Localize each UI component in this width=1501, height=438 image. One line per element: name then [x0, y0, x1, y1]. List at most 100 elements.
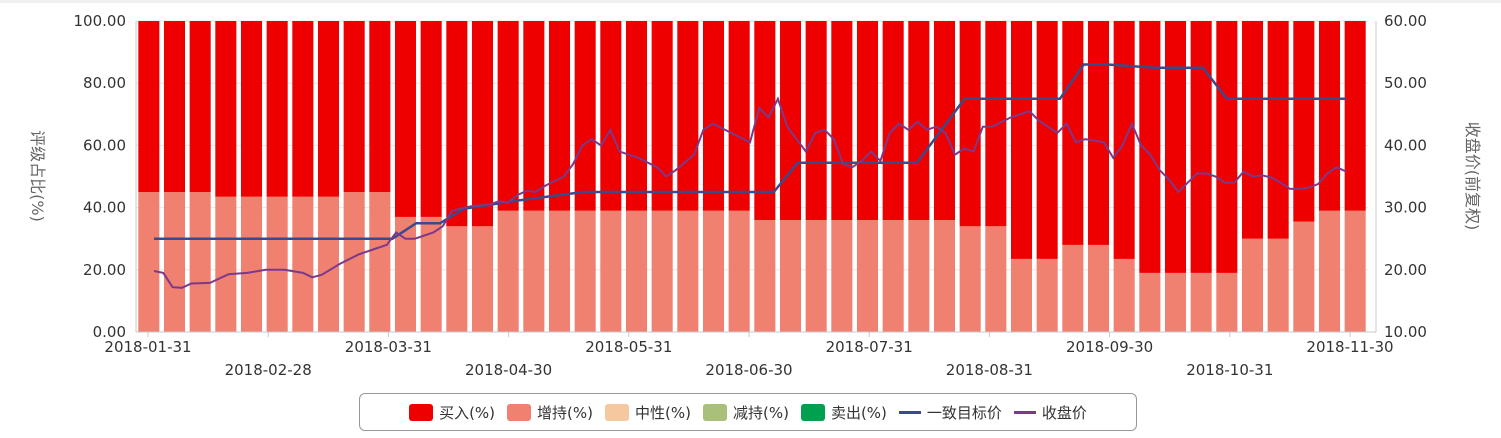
bar-zengchi	[1036, 258, 1058, 332]
bar-mairu	[163, 21, 186, 193]
bar-zengchi	[856, 220, 879, 332]
legend-swatch	[800, 403, 825, 421]
bar-mairu	[523, 21, 545, 211]
bar-mairu	[215, 21, 237, 197]
bar-mairu	[908, 21, 930, 221]
bar-mairu	[1036, 21, 1058, 259]
bar-zengchi	[266, 196, 288, 332]
bar-zengchi	[1318, 210, 1341, 332]
bar-mairu	[471, 21, 494, 227]
bar-zengchi	[317, 196, 340, 332]
bar-zengchi	[446, 226, 468, 332]
bar-mairu	[548, 21, 571, 211]
bar-zengchi	[1216, 272, 1238, 332]
bar-mairu	[856, 21, 879, 221]
legend-label: 中性(%)	[635, 403, 691, 422]
bar-zengchi	[882, 220, 904, 332]
bar-mairu	[497, 21, 519, 211]
bar-zengchi	[189, 192, 211, 332]
bar-mairu	[651, 21, 673, 211]
y-right-tick-label: 10.00	[1384, 323, 1427, 341]
bar-mairu	[600, 21, 622, 211]
bars-layer	[138, 21, 1366, 332]
x-tick-label: 2018-03-31	[345, 338, 432, 356]
y-right-tick-label: 30.00	[1384, 199, 1427, 217]
bar-mairu	[266, 21, 288, 197]
bar-mairu	[1241, 21, 1264, 239]
bar-mairu	[1139, 21, 1161, 273]
bar-mairu	[189, 21, 211, 193]
bar-zengchi	[138, 192, 160, 332]
bar-mairu	[805, 21, 827, 221]
bar-zengchi	[343, 192, 365, 332]
bar-zengchi	[292, 196, 314, 332]
bar-mairu	[1318, 21, 1341, 211]
bar-mairu	[1293, 21, 1315, 222]
bar-mairu	[754, 21, 776, 221]
legend-item[interactable]: 减持(%)	[702, 402, 789, 423]
legend-label: 收盘价	[1041, 403, 1087, 422]
y-left-tick-label: 20.00	[83, 261, 126, 279]
x-tick-label: 2018-07-31	[826, 338, 913, 356]
legend-item[interactable]: 增持(%)	[507, 402, 593, 423]
bar-mairu	[574, 21, 596, 211]
legend-swatch	[507, 403, 532, 421]
bar-zengchi	[728, 210, 750, 332]
top-border	[0, 0, 1501, 3]
y-axis-left-title: 评级占比(%)	[28, 130, 47, 222]
bar-zengchi	[1139, 272, 1161, 332]
y-left-tick-label: 40.00	[83, 199, 126, 217]
legend-item[interactable]: 卖出(%)	[800, 402, 887, 423]
bar-zengchi	[651, 210, 673, 332]
bar-zengchi	[240, 196, 263, 332]
bar-zengchi	[574, 210, 596, 332]
y-right-tick-label: 50.00	[1384, 74, 1427, 92]
legend-label: 卖出(%)	[830, 403, 887, 422]
bar-mairu	[420, 21, 442, 217]
bar-zengchi	[625, 210, 648, 332]
bar-zengchi	[1293, 221, 1315, 332]
bar-zengchi	[600, 210, 622, 332]
bar-mairu	[1010, 21, 1033, 259]
bar-mairu	[1062, 21, 1084, 245]
bar-zengchi	[779, 220, 802, 332]
x-tick-label: 2018-08-31	[946, 361, 1033, 379]
y-left-tick-label: 80.00	[83, 74, 126, 92]
bar-mairu	[779, 21, 802, 221]
bar-zengchi	[497, 210, 519, 332]
bar-mairu	[1190, 21, 1212, 273]
legend-swatch	[605, 403, 629, 421]
bar-zengchi	[420, 216, 442, 332]
bar-mairu	[394, 21, 417, 217]
rating-chart: 0.00 20.00 40.00 60.00 80.00 100.00 10.00 20.00…	[28, 12, 1482, 379]
bar-zengchi	[1113, 258, 1135, 332]
bar-zengchi	[1267, 238, 1289, 332]
x-tick-label: 2018-10-31	[1186, 361, 1273, 379]
bar-mairu	[1216, 21, 1238, 273]
bar-mairu	[933, 21, 956, 221]
legend-label: 减持(%)	[732, 403, 789, 422]
bar-zengchi	[985, 226, 1007, 332]
legend: 买入(%) 增持(%) 中性(%) 减持(%) 卖出(%) 一致目标价 收盘价	[359, 393, 1137, 431]
bar-mairu	[1087, 21, 1110, 245]
bar-zengchi	[805, 220, 827, 332]
bar-zengchi	[394, 216, 417, 332]
bar-zengchi	[908, 220, 930, 332]
legend-item[interactable]: 买入(%)	[409, 402, 495, 423]
bar-zengchi	[1087, 244, 1110, 332]
legend-item[interactable]: 中性(%)	[605, 402, 691, 423]
bar-zengchi	[1164, 272, 1187, 332]
x-tick-label: 2018-05-31	[585, 338, 672, 356]
x-tick-label: 2018-11-30	[1306, 338, 1393, 356]
legend-swatch	[702, 403, 727, 421]
bar-mairu	[369, 21, 391, 193]
legend-label: 一致目标价	[926, 403, 1002, 422]
x-tick-label: 2018-06-30	[705, 361, 792, 379]
bar-zengchi	[471, 226, 494, 332]
y-left-tick-label: 100.00	[74, 12, 127, 30]
bar-zengchi	[831, 220, 853, 332]
y-axis-right-title: 收盘价(前复权)	[1463, 122, 1482, 231]
bar-mairu	[985, 21, 1007, 227]
legend-item[interactable]: 一致目标价	[898, 402, 1002, 423]
legend-item[interactable]: 收盘价	[1013, 402, 1087, 423]
